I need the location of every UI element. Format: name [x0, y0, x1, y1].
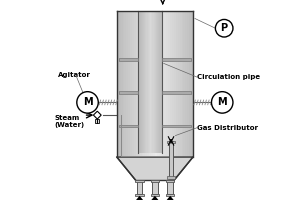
Bar: [166, 11, 168, 157]
Bar: [150, 11, 151, 153]
Bar: [119, 91, 138, 94]
Bar: [157, 11, 158, 153]
Bar: [151, 194, 159, 196]
Bar: [152, 180, 158, 194]
Polygon shape: [117, 157, 193, 180]
Bar: [167, 141, 175, 143]
Bar: [143, 11, 144, 153]
Bar: [154, 11, 155, 153]
Bar: [152, 11, 154, 153]
Bar: [140, 11, 141, 153]
Bar: [128, 11, 130, 157]
Bar: [137, 180, 142, 194]
Bar: [155, 11, 157, 157]
Bar: [164, 11, 166, 157]
Bar: [160, 11, 162, 153]
Bar: [140, 11, 142, 157]
Bar: [146, 11, 147, 157]
Bar: [159, 11, 161, 157]
Bar: [151, 11, 152, 153]
Bar: [189, 11, 191, 157]
Bar: [162, 125, 191, 127]
Bar: [191, 11, 193, 157]
Polygon shape: [93, 111, 101, 119]
Bar: [136, 180, 144, 182]
Bar: [148, 11, 149, 153]
Bar: [132, 11, 134, 157]
Text: Agitator: Agitator: [58, 72, 91, 78]
Bar: [166, 194, 174, 196]
Bar: [122, 11, 124, 157]
Bar: [119, 11, 121, 157]
Bar: [170, 11, 172, 157]
Bar: [169, 141, 173, 179]
Bar: [160, 11, 163, 157]
Bar: [187, 11, 189, 157]
Bar: [124, 11, 126, 157]
Polygon shape: [152, 196, 158, 200]
Bar: [134, 11, 136, 157]
Bar: [145, 11, 146, 153]
Bar: [119, 125, 138, 127]
Bar: [172, 11, 174, 157]
Bar: [156, 11, 157, 153]
Text: P: P: [220, 23, 228, 33]
Text: Gas Distributor: Gas Distributor: [197, 125, 258, 131]
Bar: [146, 11, 148, 153]
Bar: [136, 11, 138, 157]
Bar: [166, 180, 174, 182]
Bar: [182, 11, 183, 157]
Bar: [138, 11, 140, 153]
Bar: [141, 11, 142, 153]
Bar: [144, 11, 145, 153]
Bar: [178, 11, 180, 157]
Bar: [142, 11, 143, 153]
Bar: [121, 11, 122, 157]
Bar: [142, 11, 143, 157]
Bar: [162, 58, 191, 61]
Bar: [143, 11, 146, 157]
Bar: [168, 11, 170, 157]
Bar: [119, 58, 138, 61]
Bar: [149, 11, 150, 153]
Bar: [157, 11, 159, 157]
Bar: [174, 11, 176, 157]
Text: Steam
(Water): Steam (Water): [54, 115, 85, 128]
Bar: [136, 194, 144, 196]
Bar: [185, 11, 187, 157]
Bar: [149, 11, 151, 157]
Circle shape: [77, 92, 98, 113]
Bar: [167, 180, 173, 194]
Polygon shape: [167, 196, 174, 200]
Bar: [155, 11, 156, 153]
Bar: [158, 11, 159, 153]
Bar: [180, 11, 182, 157]
Bar: [163, 11, 164, 157]
Bar: [183, 11, 185, 157]
Text: M: M: [218, 97, 227, 107]
Text: M: M: [83, 97, 92, 107]
Bar: [159, 11, 160, 153]
Circle shape: [215, 19, 233, 37]
Bar: [151, 180, 159, 182]
Bar: [117, 11, 119, 157]
Bar: [151, 11, 153, 157]
Bar: [95, 119, 99, 123]
Text: Circulation pipe: Circulation pipe: [197, 74, 260, 80]
Polygon shape: [136, 196, 143, 200]
Bar: [130, 11, 132, 157]
Bar: [138, 11, 140, 157]
Bar: [126, 11, 128, 157]
Bar: [167, 176, 175, 179]
Bar: [147, 11, 149, 157]
Bar: [176, 11, 178, 157]
Bar: [162, 91, 191, 94]
Circle shape: [212, 92, 233, 113]
Bar: [153, 11, 155, 157]
